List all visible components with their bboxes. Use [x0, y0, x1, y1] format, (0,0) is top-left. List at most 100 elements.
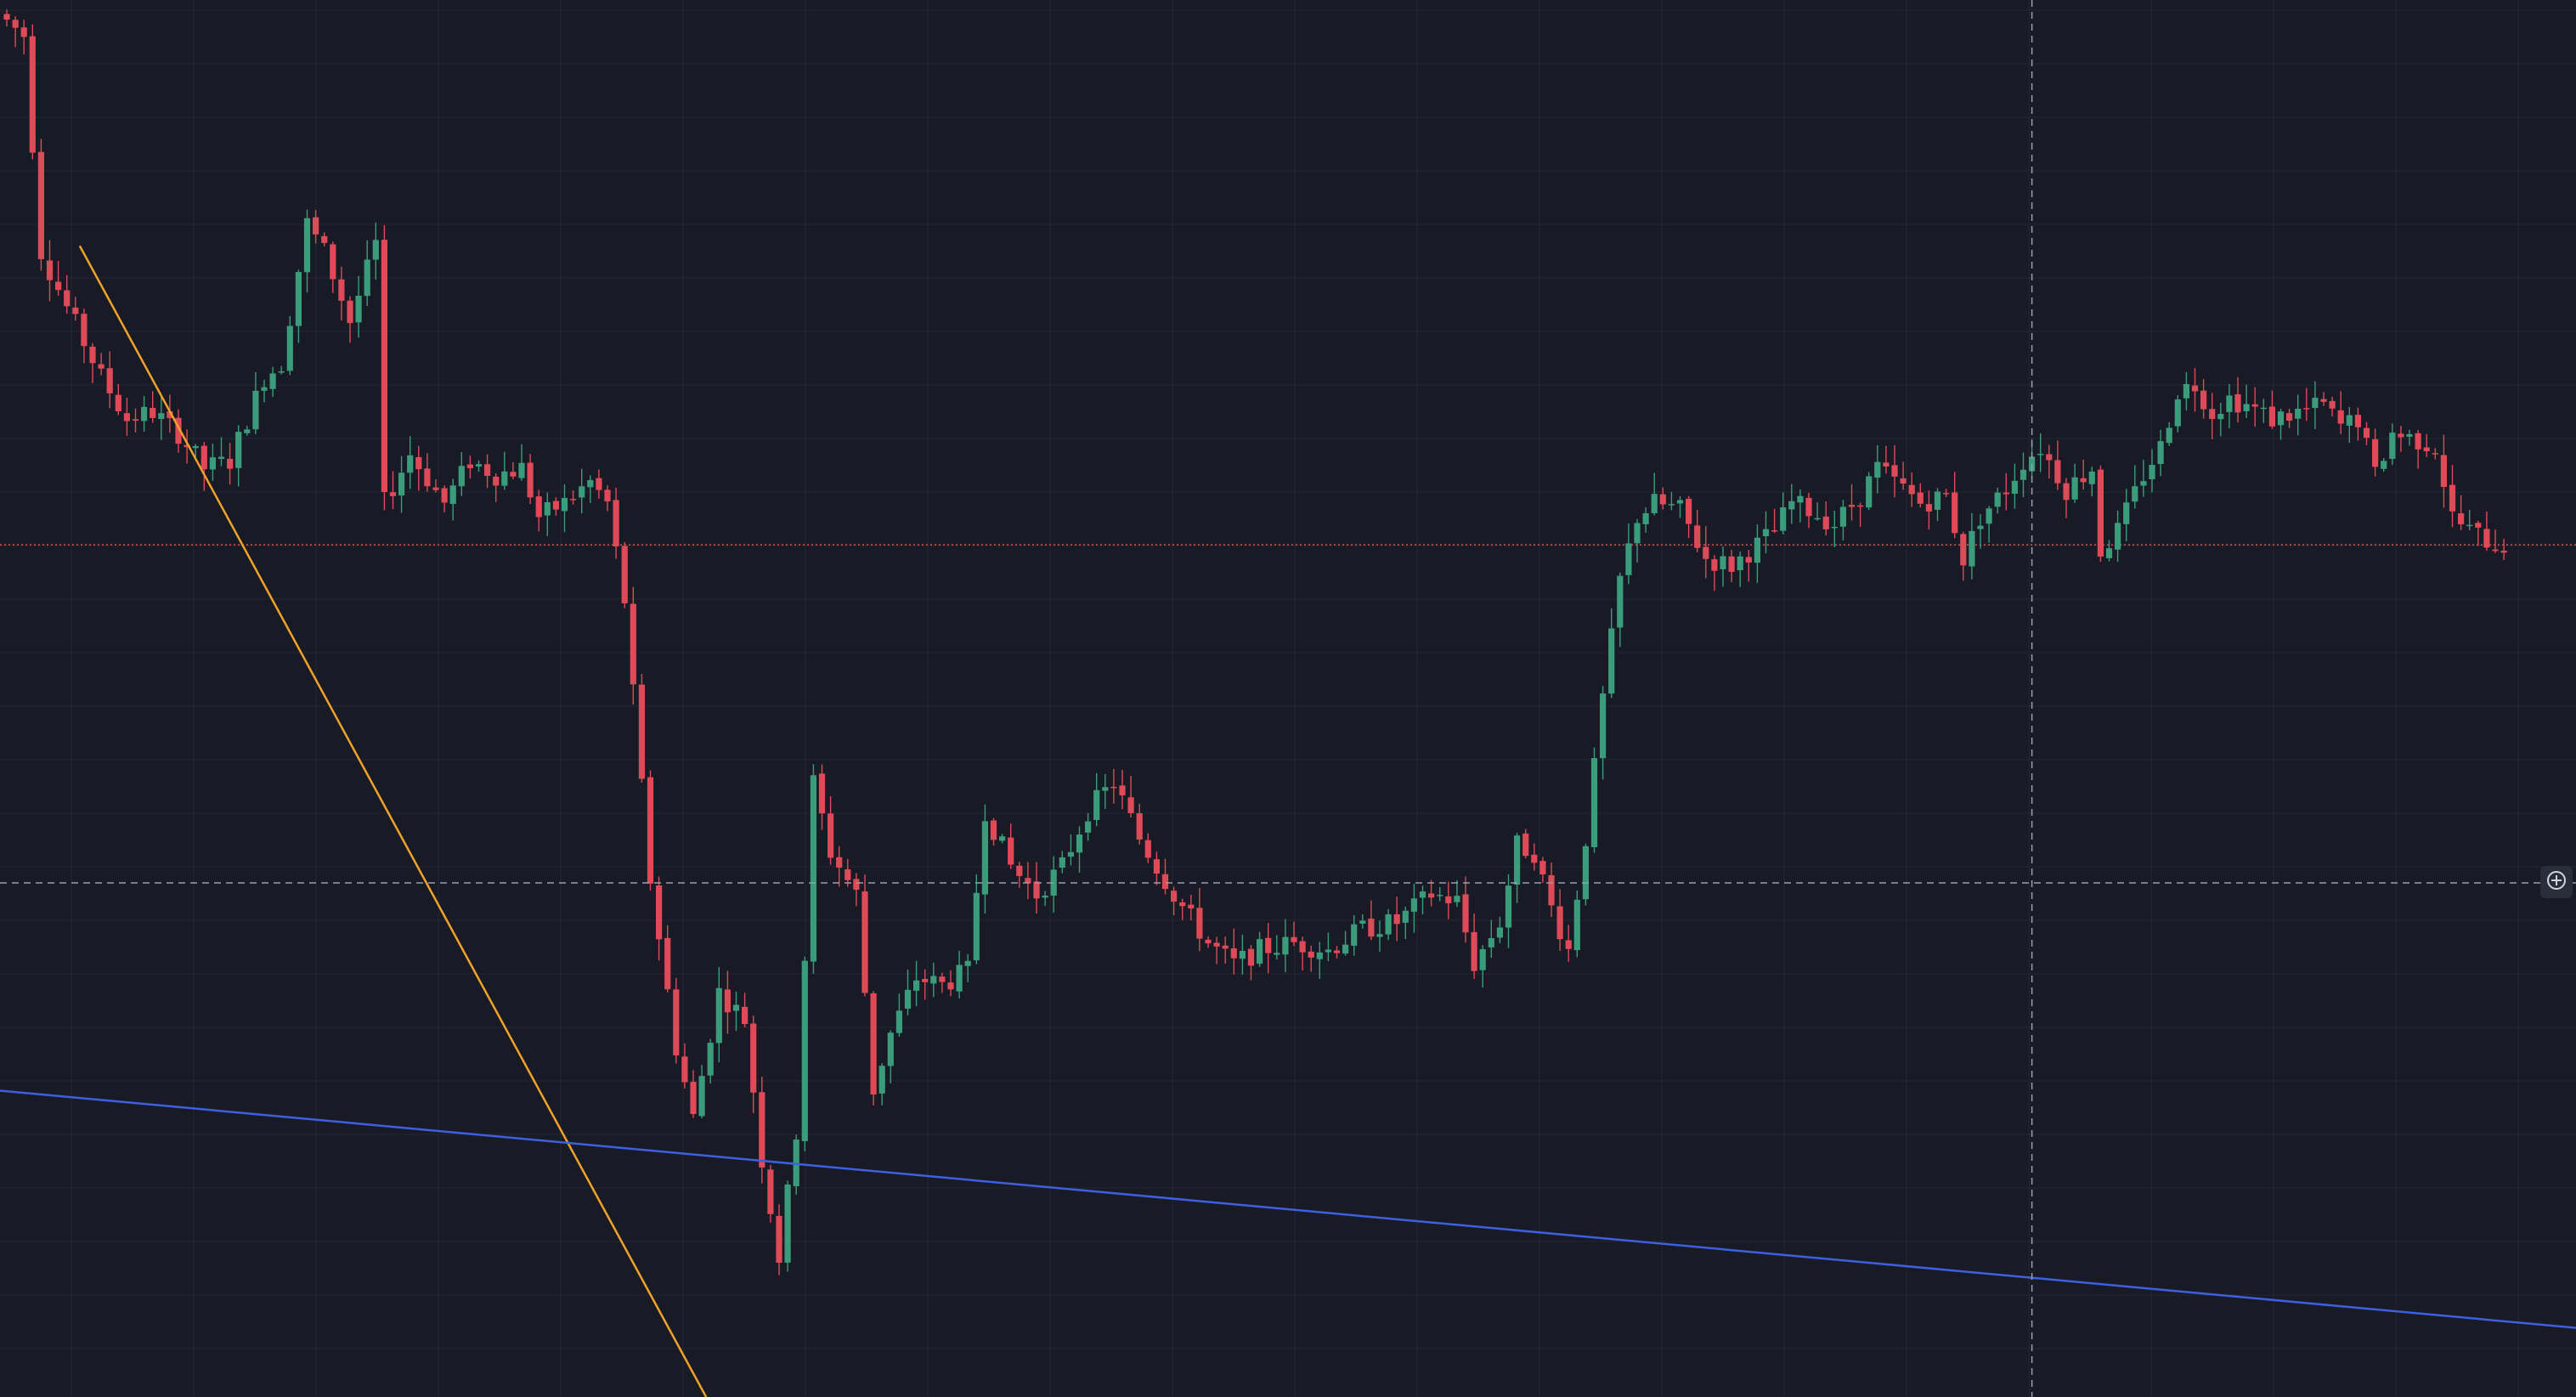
candle	[252, 371, 259, 435]
candle-body	[2166, 427, 2172, 444]
candle	[1969, 512, 1975, 580]
candle-body	[1711, 559, 1718, 571]
candle-body	[1471, 931, 1477, 971]
candle	[2415, 430, 2421, 469]
candle-body	[870, 993, 877, 1095]
candle	[604, 485, 611, 512]
candle-body	[12, 20, 19, 28]
candle	[2011, 463, 2018, 509]
candle	[1883, 445, 1890, 474]
candle	[1282, 919, 1289, 973]
candle	[1393, 896, 1400, 942]
candle	[956, 950, 963, 998]
candle	[2183, 371, 2189, 411]
candle-body	[1016, 865, 1023, 876]
candle-body	[1522, 833, 1529, 857]
candle-body	[887, 1032, 894, 1066]
candle-body	[2063, 483, 2070, 501]
candle	[1402, 907, 1409, 940]
candle	[707, 1038, 714, 1084]
candle	[1556, 889, 1563, 952]
candle	[1659, 487, 1666, 510]
candle	[1085, 812, 1092, 841]
candle-body	[1788, 501, 1795, 510]
candle-body	[2346, 415, 2353, 426]
candle	[1437, 886, 1443, 902]
candle	[1814, 502, 1821, 521]
candle	[1711, 555, 1718, 591]
candle	[2157, 429, 2164, 477]
candle-body	[1479, 948, 1486, 970]
candle	[1573, 890, 1580, 958]
candle	[638, 674, 645, 783]
candle	[2174, 395, 2181, 433]
candle	[1316, 942, 1323, 979]
candle-body	[1110, 786, 1117, 789]
candle	[724, 970, 731, 1034]
trendline-downtrend	[78, 245, 708, 1397]
candle-body	[141, 406, 148, 421]
candle	[338, 266, 345, 321]
candle-body	[2440, 455, 2447, 488]
candle	[1531, 843, 1538, 871]
candle	[1008, 823, 1014, 869]
candle	[1822, 501, 1829, 536]
candle	[1866, 472, 1873, 511]
candle-body	[475, 464, 483, 467]
candle-body	[269, 373, 276, 389]
candle	[673, 977, 680, 1064]
candle	[853, 873, 860, 907]
candle-body	[89, 346, 96, 364]
candle	[1600, 686, 1607, 780]
candle	[201, 442, 207, 491]
candle-body	[1573, 899, 1580, 951]
candle	[303, 209, 311, 293]
candle-body	[1299, 941, 1306, 953]
candle-body	[638, 684, 645, 779]
candle-body	[20, 27, 27, 37]
candle	[1119, 770, 1126, 810]
candle	[1171, 886, 1178, 916]
candle-body	[449, 485, 456, 505]
candle-body	[1839, 506, 1846, 527]
candle	[828, 795, 834, 865]
candle-body	[1728, 556, 1735, 572]
candle	[2483, 512, 2490, 551]
candle	[415, 445, 422, 491]
candle	[2500, 539, 2507, 561]
candle	[64, 274, 71, 314]
candle	[1222, 936, 1229, 964]
candle-body	[861, 891, 868, 993]
trendlines[interactable]	[0, 245, 2576, 1397]
candle-body	[742, 1006, 749, 1025]
candle-body	[2449, 484, 2456, 512]
candle-body	[1582, 846, 1589, 900]
candle-body	[1608, 628, 1615, 694]
candle-body	[2372, 438, 2379, 467]
candle-body	[2029, 456, 2036, 472]
candle-body	[364, 259, 370, 297]
candle	[1471, 913, 1477, 979]
candle-body	[2020, 469, 2027, 480]
candle-body	[630, 603, 636, 685]
candle	[1488, 919, 1494, 959]
candle-body	[29, 36, 36, 153]
candle-body	[1171, 891, 1178, 902]
candle-body	[1239, 951, 1246, 959]
candle	[1445, 881, 1452, 919]
candle	[1342, 930, 1349, 956]
candle	[106, 351, 113, 409]
candle	[2389, 423, 2396, 466]
candle	[1076, 826, 1083, 873]
candle-body	[1316, 952, 1323, 959]
candle	[1093, 772, 1100, 827]
candle-body	[1050, 869, 1057, 896]
candle	[46, 240, 54, 302]
candle	[656, 876, 663, 961]
candle	[2440, 434, 2447, 508]
candle-body	[2123, 502, 2130, 524]
candle-body	[2140, 481, 2147, 486]
candle	[1025, 862, 1031, 899]
crosshair-add-button[interactable]	[2540, 866, 2573, 898]
